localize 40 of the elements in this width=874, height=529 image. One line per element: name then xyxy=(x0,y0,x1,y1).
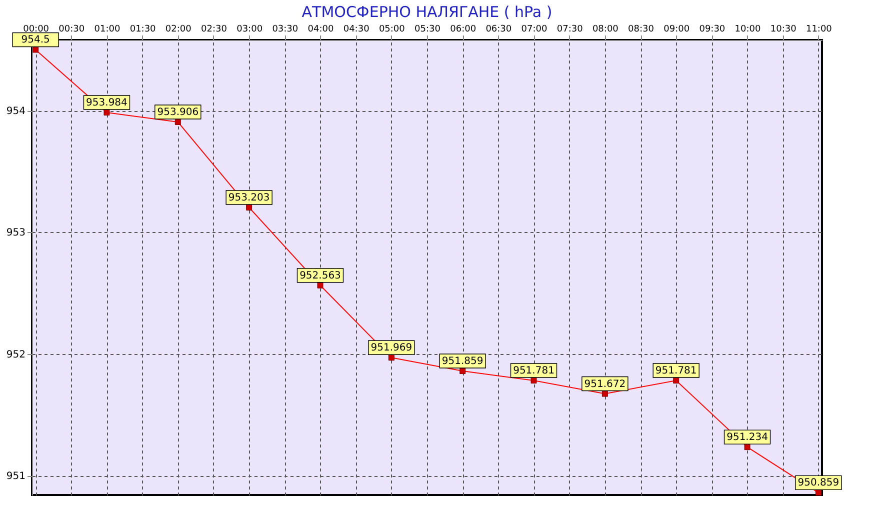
x-tick-label: 03:00 xyxy=(236,24,263,34)
data-label: 954.5 xyxy=(21,34,50,46)
data-label: 950.859 xyxy=(798,478,840,489)
x-tick-label: 02:00 xyxy=(165,24,192,34)
x-tick-label: 04:00 xyxy=(308,24,334,34)
data-label: 952.563 xyxy=(300,270,341,282)
data-label: 953.203 xyxy=(228,192,270,204)
x-tick-label: 03:30 xyxy=(272,24,298,34)
data-label: 951.859 xyxy=(442,356,484,368)
x-tick-label: 02:30 xyxy=(201,24,228,34)
x-tick-label: 05:00 xyxy=(378,24,406,34)
data-label: 953.984 xyxy=(86,98,128,109)
x-tick-label: 10:30 xyxy=(770,24,797,34)
x-tick-label: 07:00 xyxy=(521,24,548,34)
x-tick-label: 01:00 xyxy=(94,24,120,34)
data-label: 951.672 xyxy=(584,378,626,390)
y-tick-label: 954 xyxy=(6,106,26,118)
data-label: 953.906 xyxy=(157,106,199,118)
x-tick-label: 06:00 xyxy=(450,24,476,34)
x-tick-label: 00:30 xyxy=(58,24,85,34)
x-tick-label: 04:30 xyxy=(343,24,370,34)
x-tick-label: 00:00 xyxy=(23,24,50,34)
data-label: 951.781 xyxy=(513,366,554,377)
x-tick-label: 05:30 xyxy=(414,24,441,34)
x-tick-label: 06:30 xyxy=(486,24,512,34)
x-tick-label: 01:30 xyxy=(130,24,156,34)
data-label: 951.969 xyxy=(370,342,412,354)
x-tick-label: 08:30 xyxy=(628,24,654,34)
y-tick-label: 953 xyxy=(6,228,26,239)
x-tick-label: 09:00 xyxy=(664,24,690,34)
x-tick-label: 07:30 xyxy=(556,24,584,34)
y-tick-label: 951 xyxy=(6,471,26,482)
data-label: 951.781 xyxy=(655,366,697,377)
data-label: 951.234 xyxy=(726,432,768,444)
x-tick-label: 11:00 xyxy=(806,24,832,34)
x-tick-label: 08:00 xyxy=(592,24,619,34)
x-tick-label: 09:30 xyxy=(699,24,726,34)
x-tick-label: 10:00 xyxy=(734,24,762,34)
y-tick-label: 952 xyxy=(6,349,26,360)
chart-title: АТМОСФЕРНО НАЛЯГАНЕ ( hPa ) xyxy=(302,3,552,21)
